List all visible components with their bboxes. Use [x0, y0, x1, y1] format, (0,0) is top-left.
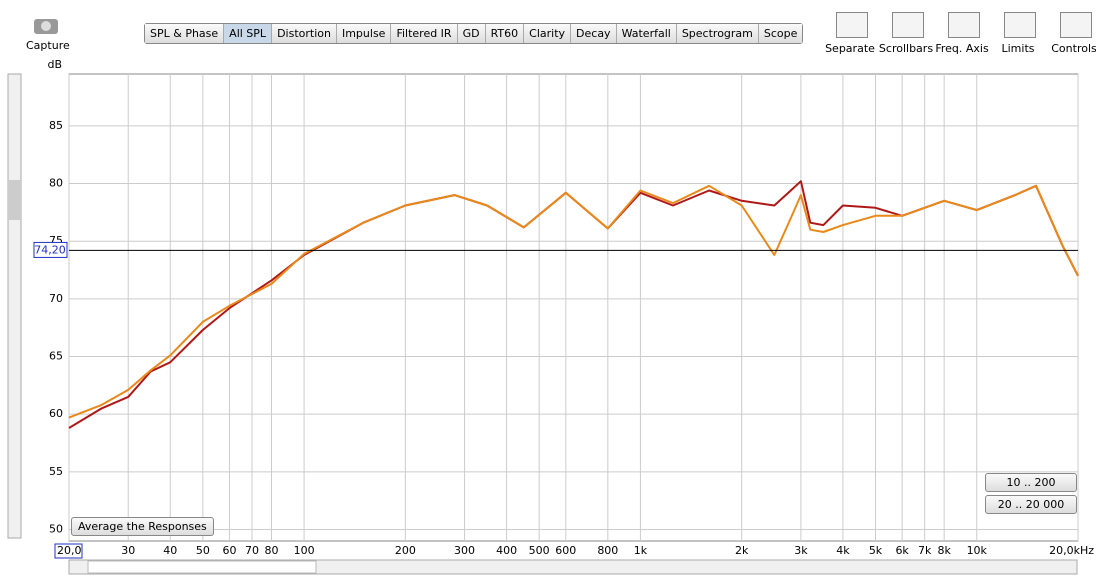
- x-tick-label: 2k: [735, 544, 749, 557]
- x-tick-label: 300: [454, 544, 475, 557]
- x-tick-label: 6k: [895, 544, 909, 557]
- tool-button[interactable]: Limits: [990, 10, 1046, 55]
- tool-button[interactable]: Freq. Axis: [934, 10, 990, 55]
- tab[interactable]: Decay: [571, 24, 617, 43]
- tab[interactable]: Clarity: [524, 24, 572, 43]
- x-tick-label: 5k: [869, 544, 883, 557]
- capture-label: Capture: [26, 39, 70, 52]
- average-button[interactable]: Average the Responses: [71, 517, 214, 536]
- x-tick-label: 30: [121, 544, 135, 557]
- x-tick-label: 200: [395, 544, 416, 557]
- tab[interactable]: GD: [457, 24, 486, 43]
- capture[interactable]: Capture: [26, 14, 70, 52]
- x-tick-label: 10k: [967, 544, 988, 557]
- tab[interactable]: RT60: [485, 24, 525, 43]
- x-tick-label: 60: [222, 544, 236, 557]
- x-tick-label: 80: [264, 544, 278, 557]
- range-button[interactable]: 10 .. 200: [985, 473, 1077, 492]
- x-tick-label: 4k: [836, 544, 850, 557]
- tool-button[interactable]: Controls: [1046, 10, 1096, 55]
- y-tick-label: 70: [49, 292, 63, 305]
- v-scrollbar[interactable]: [7, 73, 22, 539]
- cursor-box: [33, 241, 68, 258]
- tool-button[interactable]: Scrollbars: [878, 10, 934, 55]
- y-axis-label: dB: [47, 58, 62, 71]
- y-tick-label: 55: [49, 465, 63, 478]
- x-tick-label: 70: [245, 544, 259, 557]
- tab[interactable]: Scope: [758, 24, 803, 43]
- x-tick-label: 8k: [937, 544, 951, 557]
- h-thumb[interactable]: [87, 560, 317, 574]
- x-tick-label: 800: [597, 544, 618, 557]
- cursor-label: 74,20: [34, 243, 66, 256]
- plot-area: [68, 73, 1079, 542]
- response-line: [68, 184, 1079, 419]
- tab[interactable]: Impulse: [336, 24, 392, 43]
- tab[interactable]: Spectrogram: [676, 24, 759, 43]
- tab[interactable]: Filtered IR: [391, 24, 458, 43]
- x-tick-label: 7k: [918, 544, 932, 557]
- tool-bar: Separate Scrollbars Freq. Axis Limits Contro…: [822, 10, 1096, 55]
- x-tick-label: 3k: [794, 544, 808, 557]
- y-tick-label: 85: [49, 119, 63, 132]
- camera-icon: [34, 19, 58, 34]
- y-tick-label: 50: [49, 522, 63, 535]
- x-tick-label: 40: [163, 544, 177, 557]
- h-scrollbar[interactable]: [68, 559, 1078, 575]
- y-tick-label: 60: [49, 407, 63, 420]
- v-thumb[interactable]: [8, 180, 21, 220]
- x-tick-label: 600: [555, 544, 576, 557]
- x-tick-label: 20,0kHz: [1049, 544, 1094, 557]
- tab[interactable]: All SPL: [224, 24, 273, 43]
- y-tick-label: 80: [49, 177, 63, 190]
- x-tick-label: 50: [196, 544, 210, 557]
- range-button[interactable]: 20 .. 20 000: [985, 495, 1077, 514]
- tab[interactable]: SPL & Phase: [145, 24, 225, 43]
- x-tick-label: 500: [529, 544, 550, 557]
- x-tick-label: 1k: [634, 544, 648, 557]
- y-tick-label: 65: [49, 350, 63, 363]
- tab[interactable]: Waterfall: [616, 24, 677, 43]
- x-tick-label: 400: [496, 544, 517, 557]
- tab-bar: SPL & Phase All SPL Distortion Impulse Filte…: [144, 23, 804, 44]
- tab[interactable]: Distortion: [272, 24, 337, 43]
- x-start-box: [54, 543, 83, 559]
- x-tick-label: 20,0: [57, 544, 82, 557]
- tool-button[interactable]: Separate: [822, 10, 878, 55]
- x-tick-label: 100: [294, 544, 315, 557]
